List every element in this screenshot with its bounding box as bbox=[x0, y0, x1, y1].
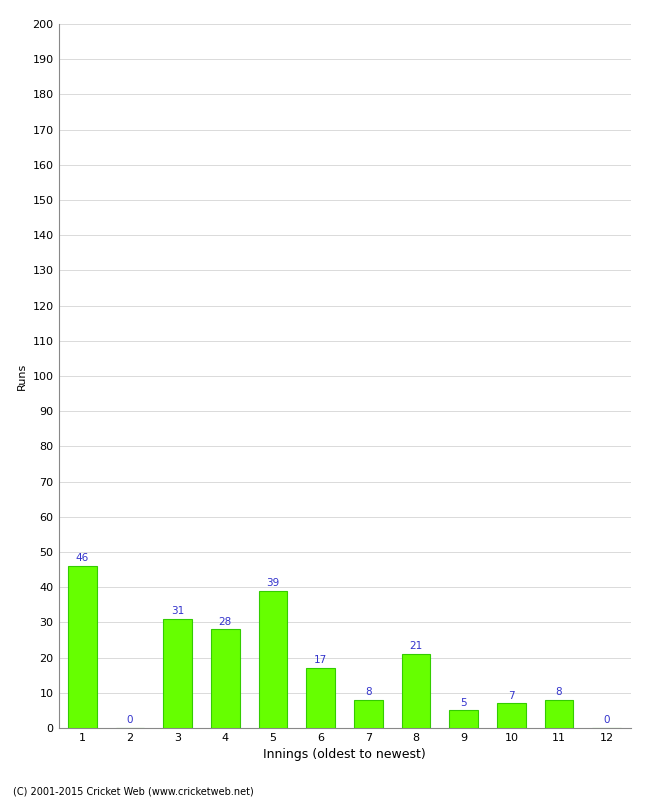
Text: 7: 7 bbox=[508, 690, 515, 701]
Bar bbox=[497, 703, 526, 728]
Bar bbox=[211, 630, 240, 728]
Text: 17: 17 bbox=[314, 655, 328, 666]
Text: 21: 21 bbox=[410, 642, 422, 651]
Text: 31: 31 bbox=[171, 606, 185, 616]
Bar bbox=[449, 710, 478, 728]
Text: 8: 8 bbox=[556, 687, 562, 697]
Y-axis label: Runs: Runs bbox=[17, 362, 27, 390]
Text: (C) 2001-2015 Cricket Web (www.cricketweb.net): (C) 2001-2015 Cricket Web (www.cricketwe… bbox=[13, 786, 254, 796]
Text: 0: 0 bbox=[603, 715, 610, 725]
Bar bbox=[354, 700, 383, 728]
Bar bbox=[68, 566, 97, 728]
Bar bbox=[402, 654, 430, 728]
Text: 8: 8 bbox=[365, 687, 372, 697]
Text: 5: 5 bbox=[460, 698, 467, 707]
Text: 0: 0 bbox=[127, 715, 133, 725]
Text: 46: 46 bbox=[75, 554, 89, 563]
Bar bbox=[163, 619, 192, 728]
Text: 28: 28 bbox=[218, 617, 232, 626]
Bar bbox=[259, 590, 287, 728]
Text: 39: 39 bbox=[266, 578, 280, 588]
Bar bbox=[545, 700, 573, 728]
X-axis label: Innings (oldest to newest): Innings (oldest to newest) bbox=[263, 749, 426, 762]
Bar bbox=[306, 668, 335, 728]
